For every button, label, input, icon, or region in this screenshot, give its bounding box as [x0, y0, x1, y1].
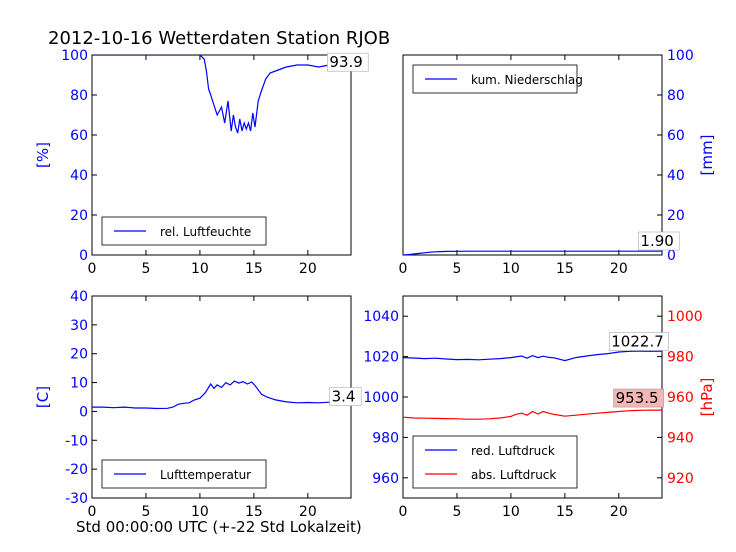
temperature-panel: 0 5 10 15 20 -30 -20 -10 0 10 20 30 40 [C] 3.4 Lufttemp… [34, 289, 362, 520]
pressure-panel: 0 5 10 15 2096098010001020104092094096098010… [363, 295, 716, 520]
y-tick-label: 100 [61, 48, 88, 64]
x-tick-label: 15 [556, 504, 574, 520]
y-axis-label: [hPa] [698, 378, 716, 417]
legend-entry: Lufttemperatur [160, 468, 251, 482]
x-tick-label: 0 [88, 504, 97, 520]
y-tick-label: 1020 [363, 350, 399, 366]
annotation-box [327, 52, 369, 72]
y-tick-label: -30 [65, 491, 88, 507]
y-tick-label: 10 [70, 376, 88, 392]
y-tick-label: 0 [667, 248, 676, 264]
y-tick-label: 940 [667, 430, 694, 446]
x-tick-label: 5 [452, 504, 461, 520]
y-tick-label: 80 [667, 88, 685, 104]
x-tick-label: 5 [141, 261, 150, 277]
annotation-value: 953.5 [616, 389, 659, 407]
y-tick-label: 30 [70, 318, 88, 334]
x-tick-label: 15 [556, 261, 574, 277]
y-tick-label: 0 [79, 404, 88, 420]
annotation-value: 1.90 [640, 232, 673, 250]
x-tick-label: 0 [88, 261, 97, 277]
y-tick-label: 1040 [363, 309, 399, 325]
series-line-humidity-0 [92, 55, 351, 134]
x-tick-label: 10 [191, 504, 209, 520]
y-tick-label: 0 [79, 248, 88, 264]
x-tick-label: 10 [502, 504, 520, 520]
y-tick-label: 980 [667, 350, 694, 366]
y-axis-label: [%] [34, 142, 52, 168]
x-tick-label: 5 [452, 261, 461, 277]
y-tick-label: -20 [65, 462, 88, 478]
x-tick-label: 5 [141, 504, 150, 520]
series-line-pressure-1 [403, 409, 662, 420]
y-tick-label: 40 [667, 168, 685, 184]
x-tick-label: 20 [299, 261, 317, 277]
y-tick-label: 1000 [363, 390, 399, 406]
y-tick-label: 60 [70, 128, 88, 144]
annotation-box [608, 332, 669, 351]
y-tick-label: 40 [70, 289, 88, 305]
humidity-panel: 0 5 10 15 20 0 20 40 60 80 100 [%] 93.9 rel. Luftfeuc… [34, 48, 369, 277]
y-tick-label: 20 [667, 208, 685, 224]
x-tick-label: 20 [610, 504, 628, 520]
annotation-value: 93.9 [329, 53, 362, 71]
legend-entry: abs. Luftdruck [471, 468, 556, 482]
y-tick-label: 1000 [667, 309, 703, 325]
y-tick-label: 80 [70, 88, 88, 104]
legend-entry: red. Luftdruck [471, 444, 555, 458]
x-tick-label: 10 [502, 261, 520, 277]
series-line-temperature-0 [92, 380, 351, 410]
annotation-box [638, 231, 680, 251]
annotation-value: 1022.7 [611, 333, 664, 351]
series-line-pressure-0 [403, 350, 662, 362]
y-tick-label: 60 [667, 128, 685, 144]
figure-title: 2012-10-16 Wetterdaten Station RJOB [48, 28, 390, 49]
x-tick-label: 0 [399, 504, 408, 520]
y-tick-label: 20 [70, 347, 88, 363]
x-tick-label: 15 [245, 504, 263, 520]
legend-entry: kum. Niederschlag [471, 73, 583, 87]
legend-entry: rel. Luftfeuchte [160, 225, 251, 239]
x-axis-label: Std 00:00:00 UTC (+-22 Std Lokalzeit) [76, 518, 362, 536]
legend-box [412, 435, 578, 489]
y-tick-label: 40 [70, 168, 88, 184]
precipitation-panel: 0 5 10 15 20 0 20 40 60 80 100 [mm] 1.90 kum. Nieders… [399, 48, 716, 277]
x-tick-label: 20 [299, 504, 317, 520]
series-line-precip-0 [403, 250, 662, 255]
y-tick-label: -10 [65, 433, 88, 449]
y-tick-label: 960 [372, 471, 399, 487]
y-tick-label: 20 [70, 208, 88, 224]
y-tick-label: 100 [667, 48, 694, 64]
annotation-box [329, 387, 362, 406]
y-tick-label: 980 [372, 430, 399, 446]
y-axis-label: [C] [34, 386, 52, 408]
y-axis-label: [mm] [698, 135, 716, 176]
x-tick-label: 20 [610, 261, 628, 277]
x-tick-label: 0 [399, 261, 408, 277]
x-tick-label: 10 [191, 261, 209, 277]
y-tick-label: 960 [667, 390, 694, 406]
y-tick-label: 920 [667, 471, 694, 487]
annotation-value: 3.4 [332, 388, 356, 406]
annotation-box [613, 388, 664, 408]
x-tick-label: 15 [245, 261, 263, 277]
